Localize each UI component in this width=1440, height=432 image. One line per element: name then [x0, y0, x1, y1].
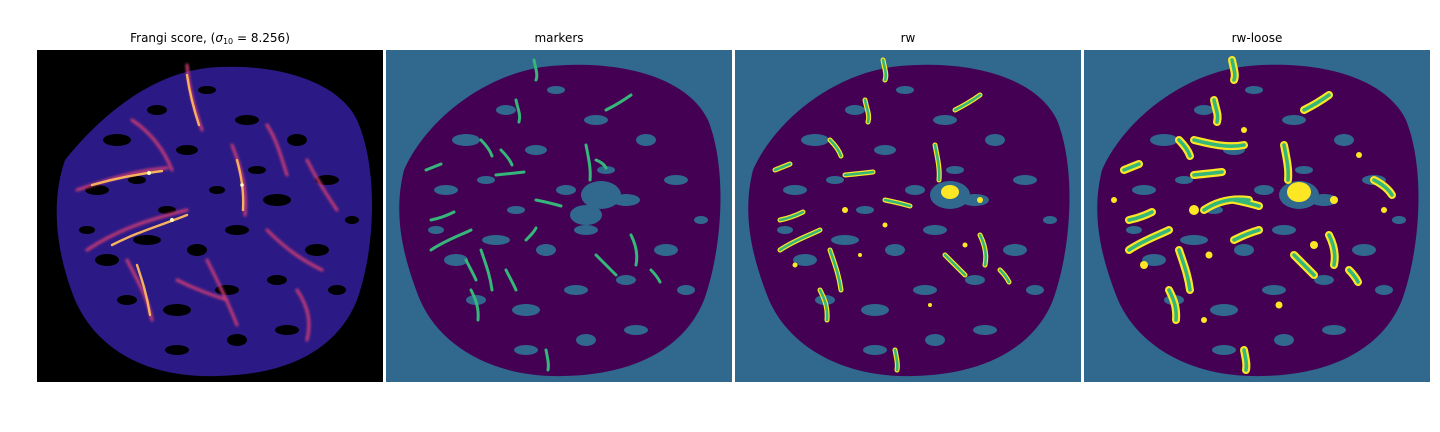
markers-image — [386, 50, 732, 382]
rw-title: rw — [900, 31, 916, 45]
rw-image — [735, 50, 1081, 382]
frangi-panel: Frangi score, (σ10 = 8.256) — [37, 0, 383, 432]
markers-title: markers — [534, 31, 584, 45]
rw-panel: rw — [735, 0, 1081, 432]
frangi-image — [37, 50, 383, 382]
rw-loose-title: rw-loose — [1231, 31, 1283, 45]
rw-loose-panel: rw-loose — [1084, 0, 1430, 432]
rw-loose-image — [1084, 50, 1430, 382]
frangi-title: Frangi score, (σ10 = 8.256) — [130, 31, 290, 46]
markers-panel: markers — [386, 0, 732, 432]
